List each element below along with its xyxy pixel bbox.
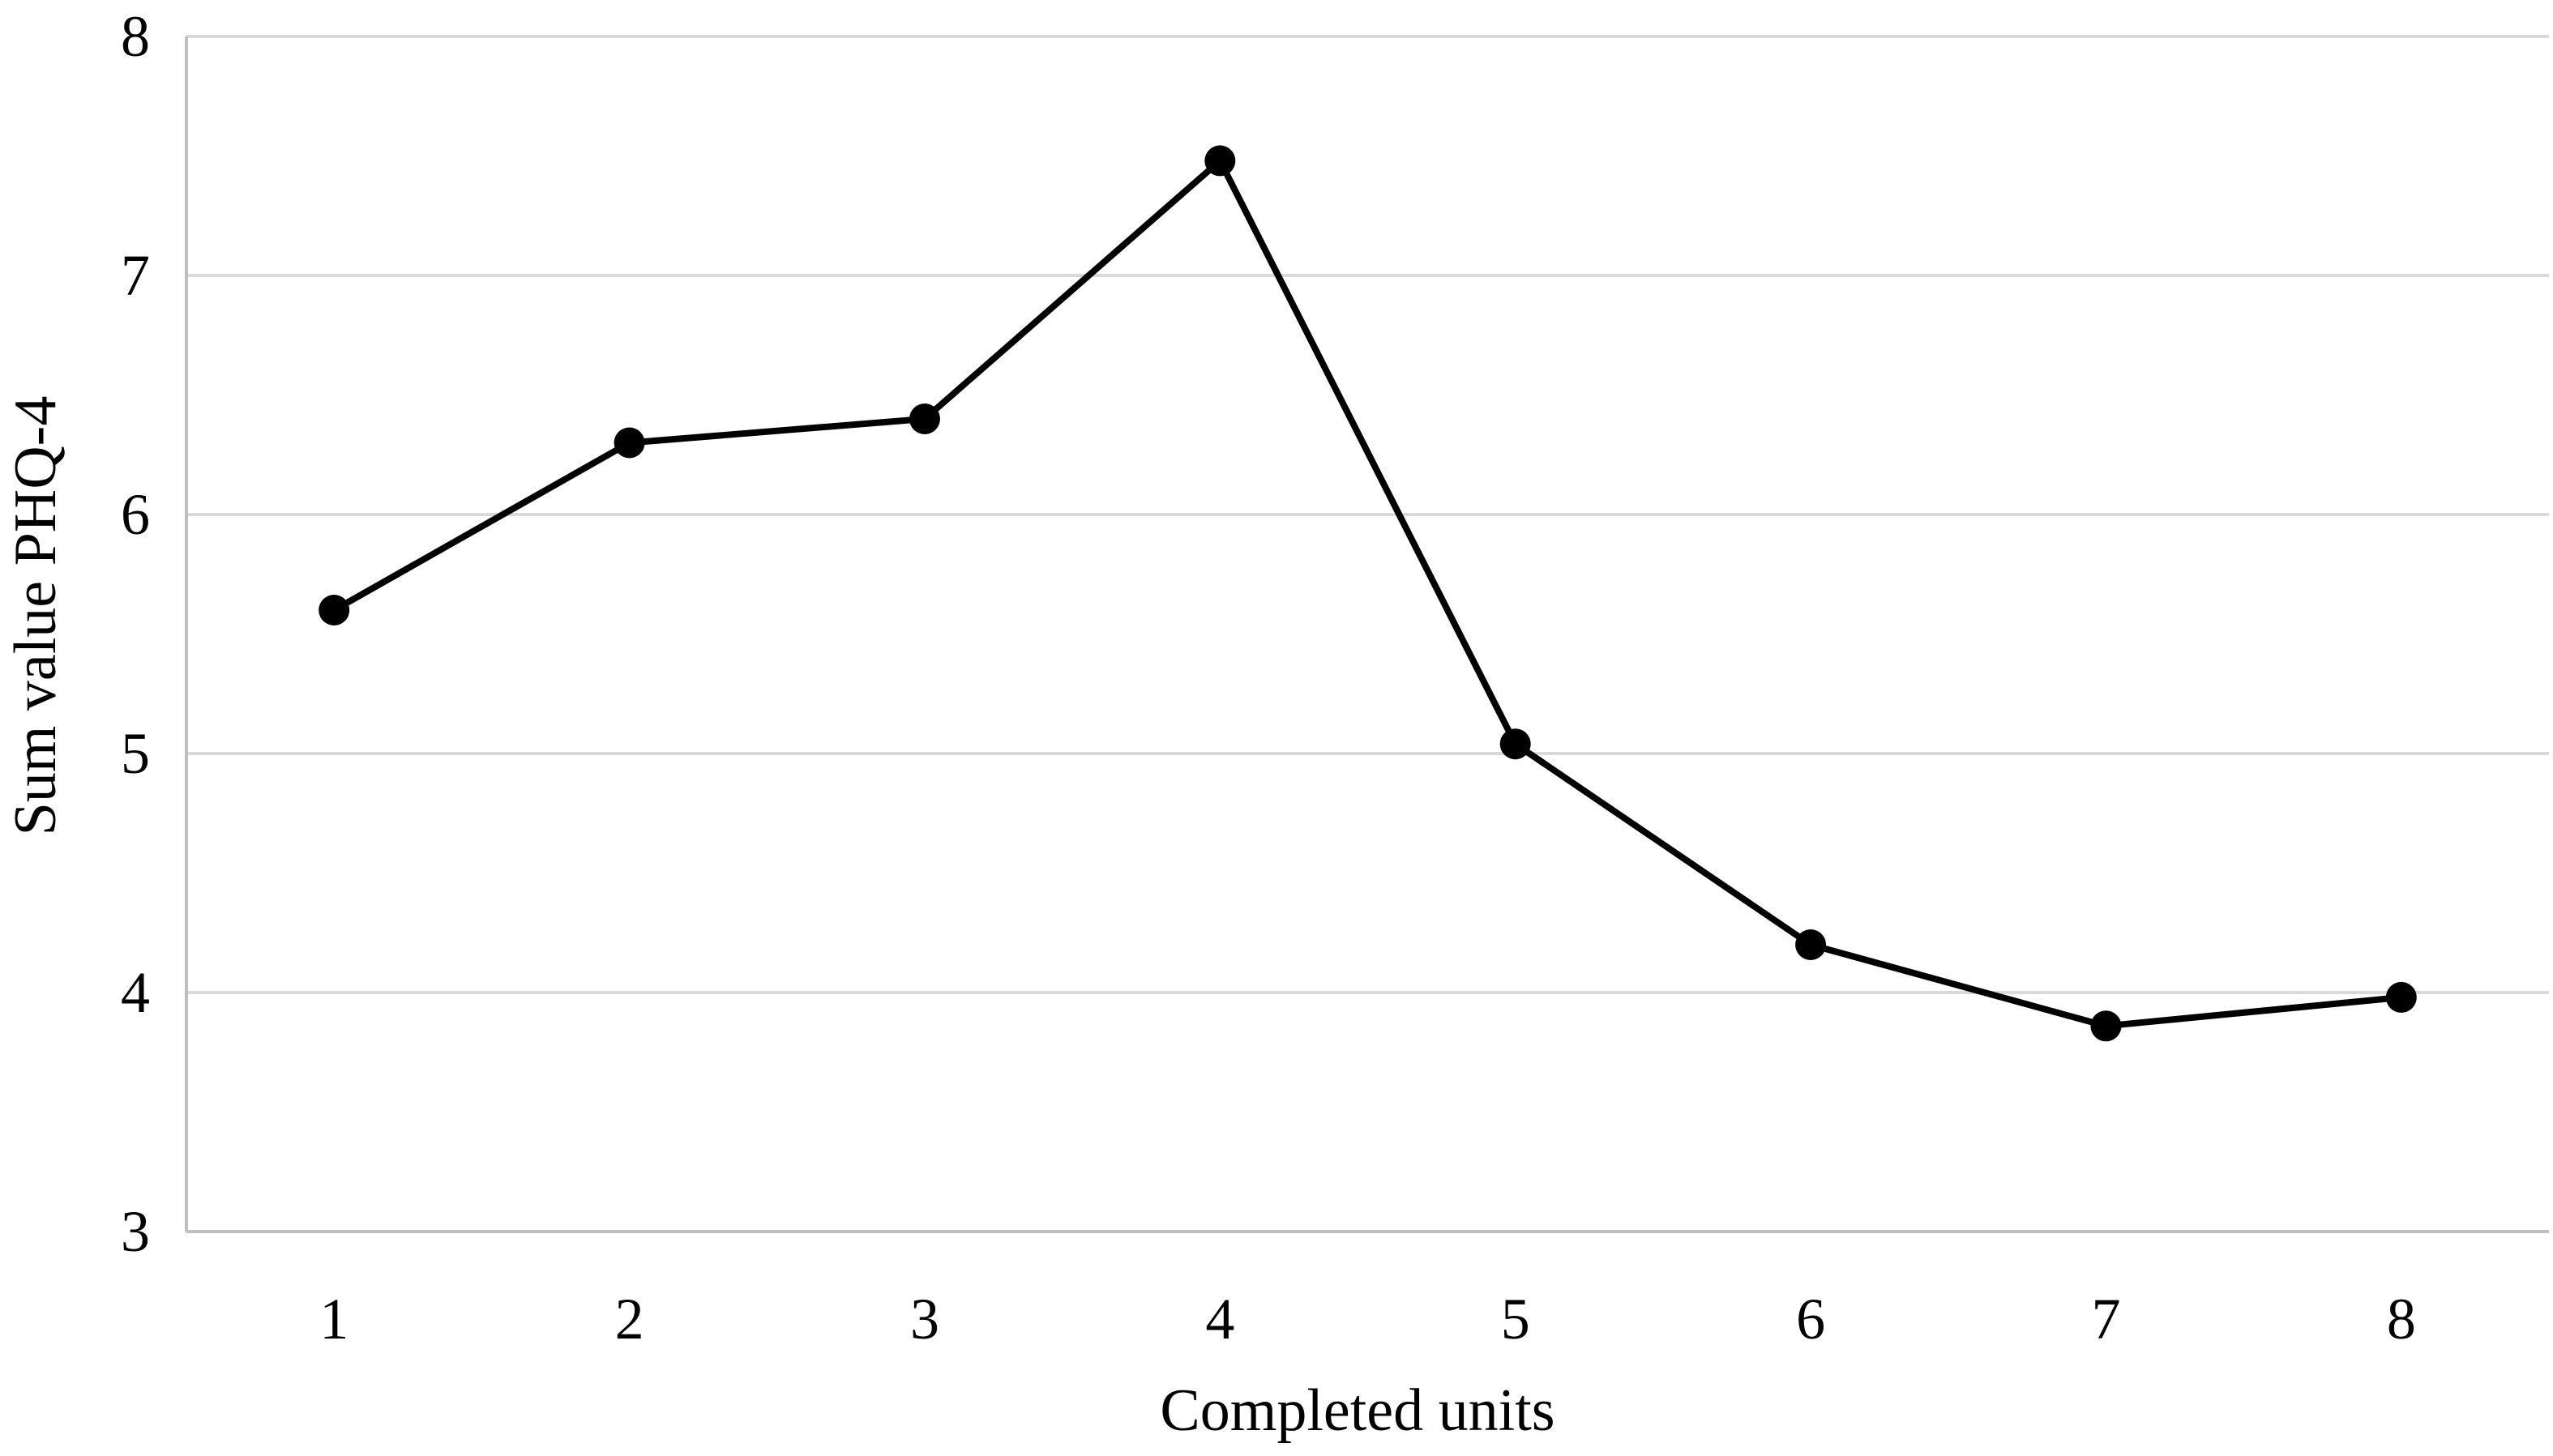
x-axis-title: Completed units <box>1160 1377 1554 1444</box>
x-tick-label: 7 <box>2091 1287 2120 1351</box>
gridlines <box>186 35 2549 994</box>
x-tick-label: 2 <box>615 1287 644 1351</box>
axes <box>185 36 2549 1233</box>
x-tick-label: 4 <box>1205 1287 1234 1351</box>
data-point <box>2090 1010 2122 1042</box>
y-tick-label: 8 <box>121 4 150 69</box>
data-point <box>1795 929 1827 960</box>
series <box>319 145 2417 1042</box>
y-tick-label: 3 <box>121 1199 150 1264</box>
data-point <box>909 403 940 434</box>
y-axis-title: Sum value PHQ-4 <box>2 396 69 836</box>
series-line <box>332 157 2402 1030</box>
y-tick-label: 6 <box>121 482 150 547</box>
x-tick-label: 8 <box>2387 1287 2416 1351</box>
y-tick-labels: 3 4 5 6 7 8 <box>121 4 150 1264</box>
data-point <box>1499 728 1531 760</box>
y-tick-label: 7 <box>121 243 150 308</box>
data-point <box>614 427 645 459</box>
x-tick-label: 3 <box>910 1287 939 1351</box>
x-tick-label: 6 <box>1796 1287 1825 1351</box>
data-point <box>319 595 350 626</box>
x-tick-label: 5 <box>1501 1287 1530 1351</box>
data-point <box>1204 145 1236 177</box>
data-point <box>2385 981 2417 1013</box>
x-tick-label: 1 <box>319 1287 349 1351</box>
y-tick-label: 4 <box>121 960 150 1025</box>
y-tick-label: 5 <box>121 721 150 786</box>
x-tick-labels: 1 2 3 4 5 6 7 8 <box>319 1287 2416 1351</box>
